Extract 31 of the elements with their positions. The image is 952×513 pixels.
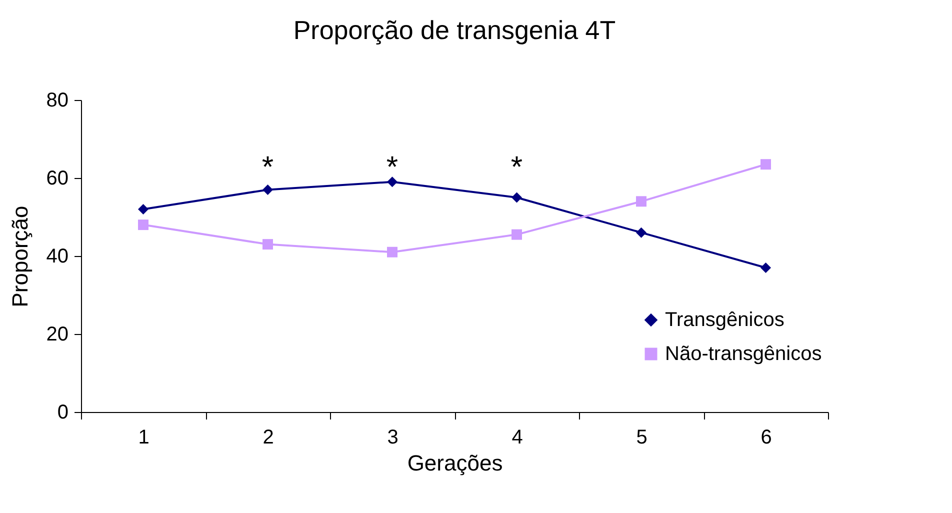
point — [636, 196, 646, 207]
x-tick-label: 5 — [636, 426, 648, 448]
x-tick-label: 1 — [138, 426, 150, 448]
point — [760, 159, 771, 170]
chart-title: Proporção de transgenia 4T — [293, 15, 616, 45]
point — [512, 192, 522, 203]
y-tick-label: 20 — [46, 324, 68, 346]
y-tick-label: 0 — [57, 402, 68, 424]
annotation: * — [510, 151, 523, 184]
point — [138, 204, 148, 214]
point — [387, 176, 398, 188]
point — [138, 220, 148, 230]
x-tick-label: 4 — [512, 426, 523, 448]
legend-label: Não-transgênicos — [665, 343, 822, 365]
y-tick-label: 80 — [46, 90, 68, 112]
legend-label: Transgênicos — [665, 309, 784, 331]
point — [262, 184, 273, 195]
point — [387, 246, 398, 258]
x-tick-label: 2 — [262, 426, 274, 448]
y-tick-label: 40 — [46, 246, 68, 268]
x-tick-label: 3 — [387, 426, 398, 448]
point — [636, 227, 646, 238]
x-axis-title: Gerações — [407, 450, 503, 476]
point — [760, 262, 771, 273]
y-axis-title: Proporção — [7, 206, 32, 308]
x-tick-label: 6 — [760, 426, 772, 448]
annotation: * — [262, 151, 274, 184]
point — [262, 239, 273, 250]
point — [512, 229, 522, 240]
annotation: * — [386, 151, 398, 184]
y-tick-label: 60 — [46, 168, 68, 190]
